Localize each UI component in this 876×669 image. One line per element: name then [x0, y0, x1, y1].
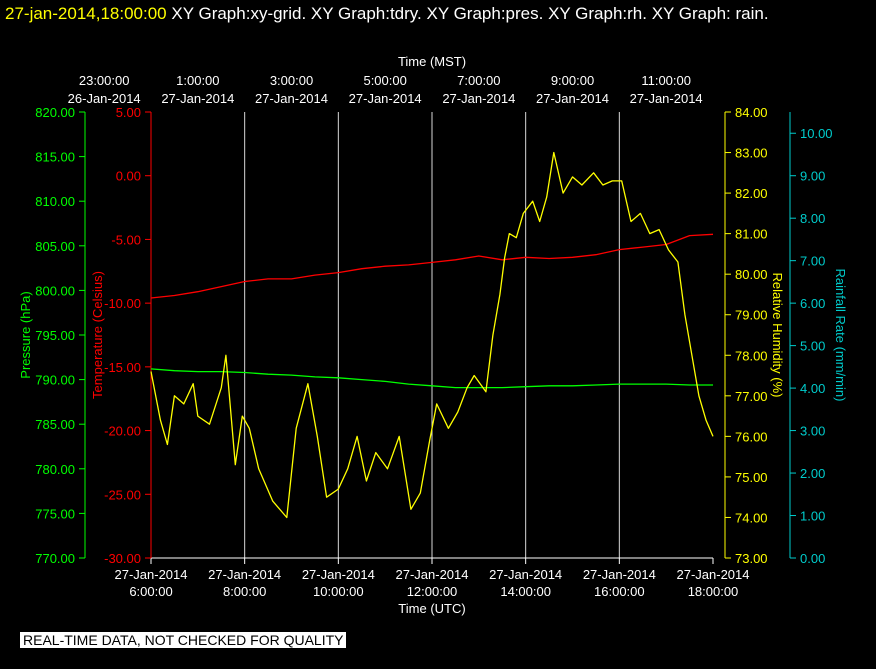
x-bottom-tick-time: 14:00:00 — [500, 584, 551, 599]
pressure-series-line — [150, 368, 713, 389]
humidity-series-line — [150, 151, 714, 519]
humidity-axis-tick-label: 84.00 — [735, 105, 768, 120]
x-bottom-tick-time: 10:00:00 — [313, 584, 364, 599]
temperature-series-line — [150, 233, 714, 299]
temperature-axis-tick-label: 5.00 — [116, 105, 141, 120]
x-top-tick-date: 27-Jan-2014 — [161, 91, 234, 106]
x-top-axis-title: Time (MST) — [398, 54, 466, 69]
x-bottom-tick-time: 6:00:00 — [129, 584, 172, 599]
pressure-axis-tick-label: 810.00 — [35, 194, 75, 209]
header-timestamp: 27-jan-2014,18:00:00 — [5, 4, 167, 23]
x-top-tick-date: 27-Jan-2014 — [630, 91, 703, 106]
pressure-axis-tick-label: 775.00 — [35, 506, 75, 521]
pressure-axis-tick-label: 800.00 — [35, 283, 75, 298]
temperature-axis-tick-label: 0.00 — [116, 169, 141, 184]
x-bottom-axis-title: Time (UTC) — [398, 601, 465, 616]
humidity-axis-tick-label: 80.00 — [735, 267, 768, 282]
axes — [79, 111, 796, 564]
x-top-tick-date: 27-Jan-2014 — [349, 91, 422, 106]
x-bottom-tick-date: 27-Jan-2014 — [302, 567, 375, 582]
pressure-axis-tick-label: 805.00 — [35, 239, 75, 254]
x-top-tick-time: 3:00:00 — [270, 73, 313, 88]
rain-axis-title: Rainfall Rate (mm/min) — [833, 269, 848, 402]
rain-axis-tick-label: 6.00 — [800, 296, 825, 311]
rain-axis-tick-label: 9.00 — [800, 169, 825, 184]
rain-axis-tick-label: 10.00 — [800, 126, 833, 141]
pressure-axis-tick-label: 770.00 — [35, 551, 75, 566]
temperature-axis-tick-label: -30.00 — [104, 551, 141, 566]
x-top-tick-time: 7:00:00 — [457, 73, 500, 88]
humidity-axis-tick-label: 75.00 — [735, 470, 768, 485]
pressure-axis-tick-label: 785.00 — [35, 417, 75, 432]
pressure-axis-tick-label: 815.00 — [35, 150, 75, 165]
x-bottom-tick-date: 27-Jan-2014 — [583, 567, 656, 582]
x-top-tick-time: 9:00:00 — [551, 73, 594, 88]
temperature-axis-title: Temperature (Celsius) — [90, 271, 105, 399]
pressure-axis-tick-label: 780.00 — [35, 462, 75, 477]
temperature-axis-tick-label: -10.00 — [104, 296, 141, 311]
graph-header: 27-jan-2014,18:00:00 XY Graph:xy-grid. X… — [5, 2, 865, 25]
x-bottom-tick-time: 18:00:00 — [688, 584, 739, 599]
temperature-axis-tick-label: -5.00 — [111, 232, 141, 247]
pressure-axis-tick-label: 795.00 — [35, 328, 75, 343]
humidity-axis-tick-label: 74.00 — [735, 510, 768, 525]
x-bottom-tick-time: 8:00:00 — [223, 584, 266, 599]
axis-labels: 27-Jan-2014 6:00:00 27-Jan-2014 8:00:00 27-J… — [18, 54, 848, 616]
rain-axis-tick-label: 3.00 — [800, 424, 825, 439]
header-graph-list: XY Graph:xy-grid. XY Graph:tdry. XY Grap… — [171, 4, 769, 23]
x-top-tick-time: 5:00:00 — [363, 73, 406, 88]
series-lines — [150, 151, 714, 519]
x-top-tick-time: 23:00:00 — [79, 73, 130, 88]
x-bottom-tick-date: 27-Jan-2014 — [115, 567, 188, 582]
humidity-axis-tick-label: 83.00 — [735, 146, 768, 161]
x-bottom-tick-date: 27-Jan-2014 — [396, 567, 469, 582]
rain-axis-tick-label: 4.00 — [800, 381, 825, 396]
x-top-tick-date: 26-Jan-2014 — [68, 91, 141, 106]
humidity-axis-tick-label: 81.00 — [735, 227, 768, 242]
humidity-axis-tick-label: 82.00 — [735, 186, 768, 201]
rain-axis-tick-label: 7.00 — [800, 254, 825, 269]
pressure-axis-tick-label: 820.00 — [35, 105, 75, 120]
x-top-tick-time: 1:00:00 — [176, 73, 219, 88]
humidity-axis-tick-label: 79.00 — [735, 308, 768, 323]
humidity-axis-tick-label: 73.00 — [735, 551, 768, 566]
x-bottom-tick-date: 27-Jan-2014 — [208, 567, 281, 582]
temperature-axis-tick-label: -15.00 — [104, 360, 141, 375]
temperature-axis-tick-label: -20.00 — [104, 424, 141, 439]
x-top-tick-time: 11:00:00 — [641, 73, 691, 88]
vertical-grid — [244, 112, 620, 558]
pressure-axis-tick-label: 790.00 — [35, 373, 75, 388]
x-bottom-tick-time: 12:00:00 — [407, 584, 458, 599]
x-bottom-tick-date: 27-Jan-2014 — [677, 567, 750, 582]
humidity-axis-title: Relative Humidity (%) — [770, 273, 785, 398]
pressure-axis-title: Pressure (hPa) — [18, 291, 33, 378]
x-top-tick-date: 27-Jan-2014 — [442, 91, 515, 106]
rain-axis-tick-label: 0.00 — [800, 551, 825, 566]
humidity-axis-tick-label: 76.00 — [735, 429, 768, 444]
rain-axis-tick-label: 1.00 — [800, 509, 825, 524]
x-top-tick-date: 27-Jan-2014 — [536, 91, 609, 106]
rain-axis-tick-label: 5.00 — [800, 339, 825, 354]
rain-axis-tick-label: 8.00 — [800, 211, 825, 226]
humidity-axis-tick-label: 77.00 — [735, 389, 768, 404]
x-top-tick-date: 27-Jan-2014 — [255, 91, 328, 106]
x-bottom-tick-date: 27-Jan-2014 — [489, 567, 562, 582]
x-bottom-tick-time: 16:00:00 — [594, 584, 645, 599]
humidity-axis-tick-label: 78.00 — [735, 348, 768, 363]
rain-axis-tick-label: 2.00 — [800, 466, 825, 481]
quality-disclaimer: REAL-TIME DATA, NOT CHECKED FOR QUALITY — [20, 632, 347, 648]
temperature-axis-tick-label: -25.00 — [104, 487, 141, 502]
